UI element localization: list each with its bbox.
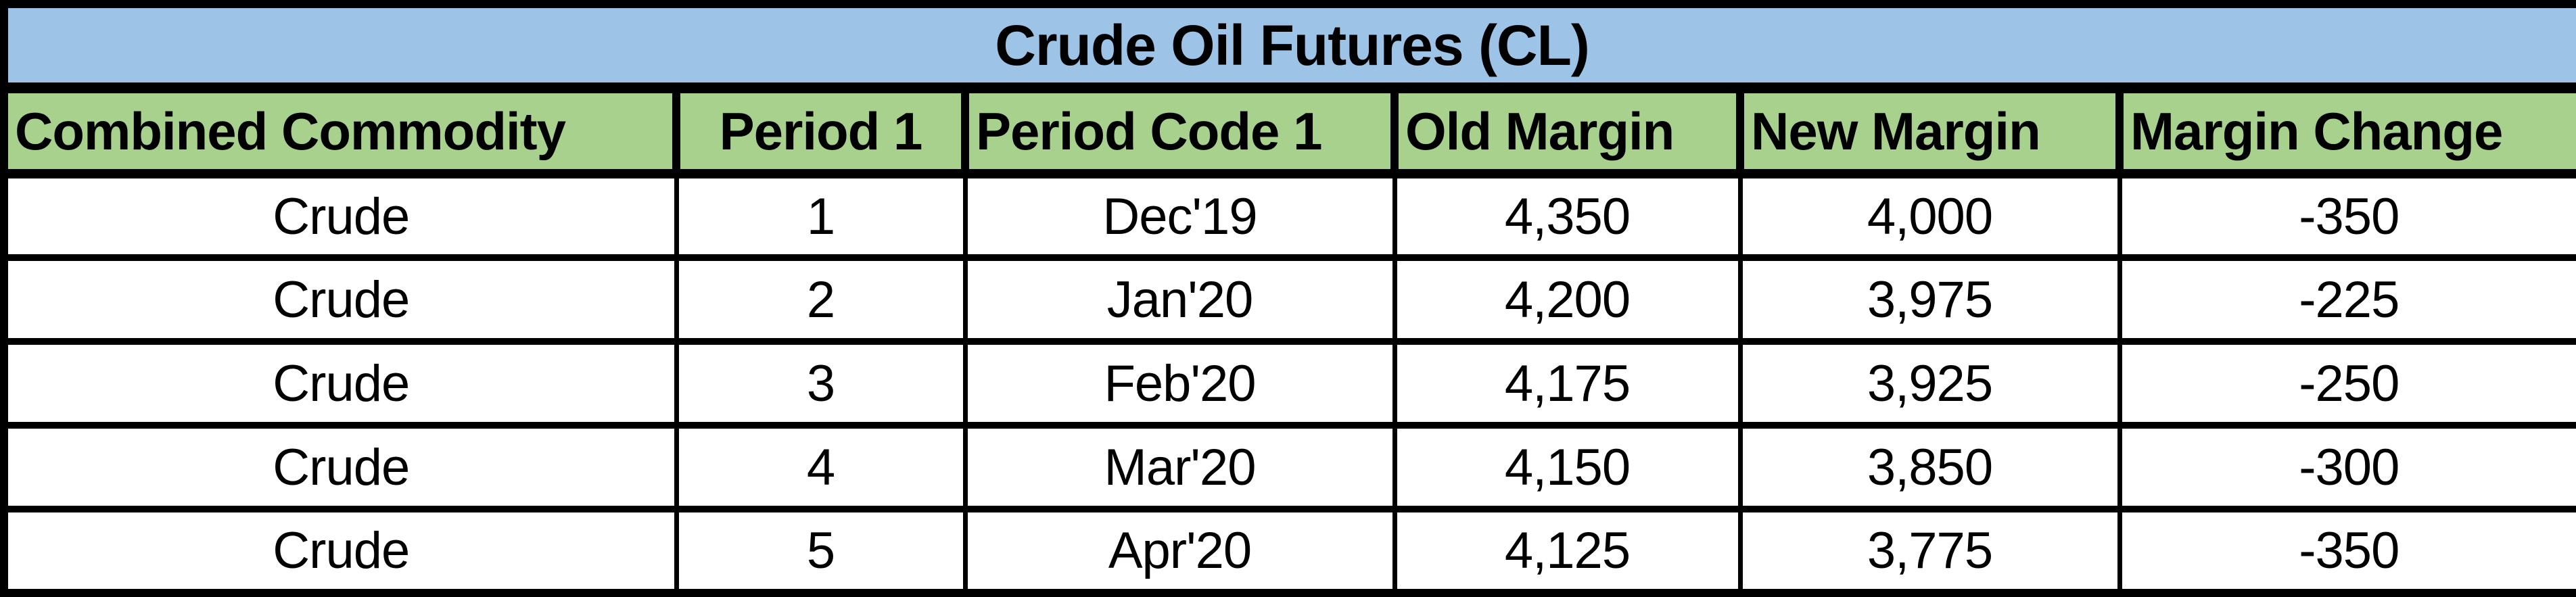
cell: Crude xyxy=(1,338,679,429)
table-row: Crude 5 Apr'20 4,125 3,775 -350 xyxy=(1,506,2576,596)
cell: Mar'20 xyxy=(962,422,1397,512)
cell: 4,150 xyxy=(1392,422,1743,512)
cell: -350 xyxy=(2117,170,2576,261)
table-body: Crude 1 Dec'19 4,350 4,000 -350 Crude 2 Jan'20 4,… xyxy=(1,170,2576,596)
cell: Crude xyxy=(1,170,679,261)
cell: 3,925 xyxy=(1737,338,2122,429)
header-new-margin: New Margin xyxy=(1736,84,2124,178)
header-row: Combined Commodity Period 1 Period Code … xyxy=(0,84,2576,178)
cell: 3 xyxy=(674,338,968,429)
table-row: Crude 2 Jan'20 4,200 3,975 -225 xyxy=(1,254,2576,345)
cell: Jan'20 xyxy=(962,254,1397,345)
cell: Feb'20 xyxy=(962,338,1397,429)
header-margin-change: Margin Change xyxy=(2115,84,2576,178)
cell: -250 xyxy=(2117,338,2576,429)
cell: 2 xyxy=(674,254,968,345)
table-row: Crude 4 Mar'20 4,150 3,850 -300 xyxy=(1,422,2576,512)
table-title: Crude Oil Futures (CL) xyxy=(0,0,2576,93)
cell: 4,125 xyxy=(1392,506,1743,596)
cell: 4,000 xyxy=(1737,170,2122,261)
title-row: Crude Oil Futures (CL) xyxy=(0,0,2576,93)
header-old-margin: Old Margin xyxy=(1390,84,1744,178)
cell: 3,775 xyxy=(1737,506,2122,596)
cell: Crude xyxy=(1,506,679,596)
cell: 5 xyxy=(674,506,968,596)
header-period-code-1: Period Code 1 xyxy=(961,84,1399,178)
cell: -225 xyxy=(2117,254,2576,345)
cell: Dec'19 xyxy=(962,170,1397,261)
cell: 4,350 xyxy=(1392,170,1743,261)
cell: -300 xyxy=(2117,422,2576,512)
cell: 4 xyxy=(674,422,968,512)
table-row: Crude 1 Dec'19 4,350 4,000 -350 xyxy=(1,170,2576,261)
cell: 3,975 xyxy=(1737,254,2122,345)
cell: Apr'20 xyxy=(962,506,1397,596)
header-combined-commodity: Combined Commodity xyxy=(0,84,680,178)
cell: 3,850 xyxy=(1737,422,2122,512)
cell: 1 xyxy=(674,170,968,261)
header-period-1: Period 1 xyxy=(672,84,969,178)
cell: 4,175 xyxy=(1392,338,1743,429)
cell: Crude xyxy=(1,422,679,512)
cell: Crude xyxy=(1,254,679,345)
cell: 4,200 xyxy=(1392,254,1743,345)
cell: -350 xyxy=(2117,506,2576,596)
table-row: Crude 3 Feb'20 4,175 3,925 -250 xyxy=(1,338,2576,429)
